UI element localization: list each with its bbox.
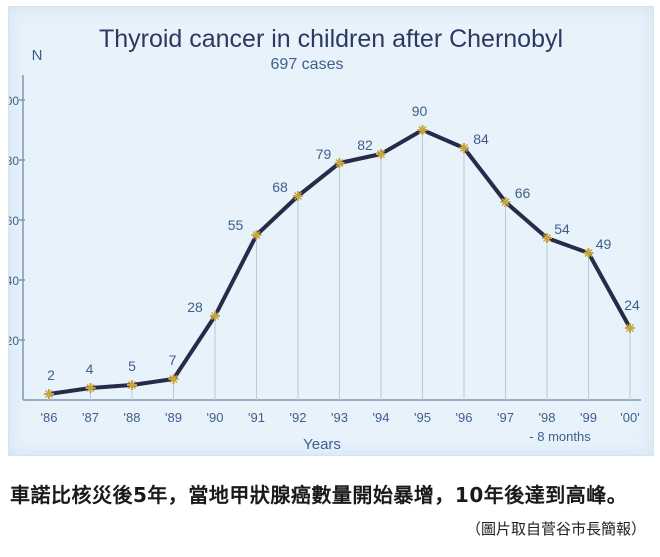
data-point-14 — [625, 323, 635, 333]
data-label-12: 54 — [554, 221, 570, 237]
chart: Thyroid cancer in children after Chernob… — [9, 25, 641, 453]
data-point-0 — [44, 389, 54, 399]
caption-credit: （圖片取自菅谷市長簡報） — [465, 520, 646, 538]
y-tick-label-100: 100 — [9, 94, 19, 108]
marker-stroke — [252, 230, 261, 240]
data-label-4: 28 — [187, 299, 203, 315]
data-label-8: 82 — [357, 137, 373, 153]
x-tick-label-8: '94 — [373, 410, 390, 425]
x-axis-label: Years — [303, 436, 341, 453]
x-tick-label-5: '91 — [248, 410, 265, 425]
x-tick-label-13: '99 — [580, 410, 597, 425]
marker-stroke — [584, 248, 593, 258]
data-point-12 — [542, 233, 552, 243]
chart-slide: Thyroid cancer in children after Chernob… — [8, 6, 654, 456]
marker-stroke — [501, 197, 510, 207]
data-label-2: 5 — [128, 358, 136, 374]
x-tick-label-4: '90 — [207, 410, 224, 425]
drop-lines — [48, 130, 631, 400]
marker-stroke — [459, 143, 469, 153]
data-label-6: 68 — [272, 179, 288, 195]
data-point-8 — [376, 149, 386, 159]
marker-stroke — [418, 125, 427, 135]
x-tick-label-6: '92 — [290, 410, 307, 425]
data-label-5: 55 — [228, 217, 244, 233]
x-tick-label-12: '98 — [539, 410, 556, 425]
marker-stroke — [542, 233, 552, 243]
y-axis-label: N — [32, 47, 43, 64]
data-label-14: 24 — [624, 297, 640, 313]
marker-stroke — [210, 311, 220, 321]
x-tick-label-10: '96 — [456, 410, 473, 425]
marker-stroke — [335, 158, 344, 168]
caption-text: 車諾比核災後5年，當地甲狀腺癌數量開始暴增，10年後達到高峰。 — [10, 483, 628, 507]
x-ticks: '86 '87 '88 '89 '90 '91 '92 '93 '94 '95 '96 '97 '98 '… — [41, 410, 640, 425]
axes — [22, 75, 641, 401]
marker-stroke — [376, 149, 386, 159]
data-label-13: 49 — [596, 236, 612, 252]
x-tick-label-2: '88 — [124, 410, 141, 425]
marker-stroke — [86, 383, 95, 393]
marker-stroke — [625, 323, 635, 333]
data-label-1: 4 — [86, 361, 94, 377]
chart-subtitle: 697 cases — [271, 56, 344, 73]
data-point-7 — [334, 158, 345, 168]
data-label-0: 2 — [47, 367, 55, 383]
markers — [44, 125, 635, 399]
x-axis-note: - 8 months — [529, 429, 591, 444]
x-tick-label-7: '93 — [331, 410, 348, 425]
y-ticks: 100 80 60 40 20 — [9, 94, 25, 348]
marker-stroke — [127, 380, 137, 390]
data-point-10 — [459, 143, 469, 153]
x-tick-label-11: '97 — [497, 410, 514, 425]
y-tick-label-60: 60 — [9, 214, 19, 228]
data-label-3: 7 — [169, 352, 177, 368]
data-point-11 — [500, 197, 511, 207]
data-label-10: 84 — [473, 131, 489, 147]
data-point-5 — [251, 230, 262, 240]
data-point-2 — [127, 380, 137, 390]
data-label-7: 79 — [316, 146, 332, 162]
data-label-9: 90 — [412, 103, 428, 119]
data-label-11: 66 — [515, 185, 531, 201]
marker-stroke — [169, 374, 178, 384]
data-point-13 — [583, 248, 594, 258]
x-tick-label-0: '86 — [41, 410, 58, 425]
y-tick-label-80: 80 — [9, 154, 19, 168]
y-tick-label-40: 40 — [9, 274, 19, 288]
x-tick-label-3: '89 — [165, 410, 182, 425]
x-tick-label-14: '00' — [620, 410, 639, 425]
marker-stroke — [293, 191, 303, 201]
data-point-9 — [417, 125, 428, 135]
caption: 車諾比核災後5年，當地甲狀腺癌數量開始暴增，10年後達到高峰。 （圖片取自菅谷市… — [10, 480, 650, 538]
marker-stroke — [44, 389, 54, 399]
x-tick-label-1: '87 — [82, 410, 99, 425]
data-point-6 — [293, 191, 303, 201]
data-point-1 — [85, 383, 96, 393]
x-tick-label-9: '95 — [414, 410, 431, 425]
data-point-3 — [168, 374, 179, 384]
data-point-4 — [210, 311, 220, 321]
chart-title: Thyroid cancer in children after Chernob… — [99, 25, 563, 53]
y-tick-label-20: 20 — [9, 334, 19, 348]
